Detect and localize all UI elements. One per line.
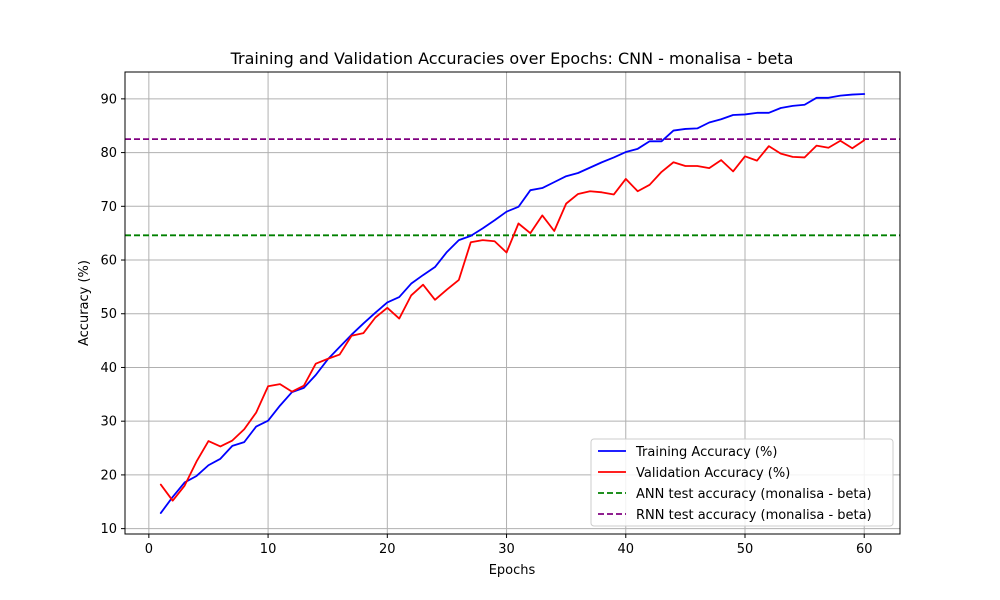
y-tick-label: 10	[100, 522, 117, 537]
x-axis-ticks: 0 10 20 30 40 50 60	[145, 534, 873, 557]
y-tick-label: 80	[100, 146, 117, 161]
x-tick-label: 30	[498, 542, 515, 557]
series-line-0	[159, 93, 866, 514]
series-lines	[159, 93, 866, 514]
x-tick-label: 40	[617, 542, 634, 557]
y-tick-label: 30	[100, 415, 117, 430]
x-axis-label: Epochs	[489, 563, 536, 578]
x-tick-label: 0	[145, 542, 153, 557]
y-tick-label: 60	[100, 254, 117, 269]
y-tick-label: 20	[100, 468, 117, 483]
legend: Training Accuracy (%) Validation Accurac…	[590, 438, 894, 527]
legend-label-training: Training Accuracy (%)	[635, 445, 777, 460]
x-tick-label: 20	[379, 542, 396, 557]
y-tick-label: 50	[100, 307, 117, 322]
series-line-1	[159, 139, 866, 502]
legend-label-rnn: RNN test accuracy (monalisa - beta)	[636, 508, 872, 523]
y-axis-ticks: 10 20 30 40 50 60 70 80 90	[100, 92, 125, 537]
x-tick-label: 60	[856, 542, 873, 557]
x-tick-label: 10	[260, 542, 277, 557]
y-axis-label: Accuracy (%)	[77, 260, 92, 346]
reference-lines	[125, 138, 900, 237]
y-tick-label: 90	[100, 92, 117, 107]
y-tick-label: 70	[100, 200, 117, 215]
legend-box	[590, 438, 894, 527]
legend-label-ann: ANN test accuracy (monalisa - beta)	[636, 487, 872, 502]
grid-lines	[125, 72, 900, 534]
chart-title: Training and Validation Accuracies over …	[230, 49, 794, 68]
plot-area-frame	[124, 71, 901, 535]
x-tick-label: 50	[737, 542, 754, 557]
y-tick-label: 40	[100, 361, 117, 376]
legend-label-validation: Validation Accuracy (%)	[636, 466, 790, 481]
